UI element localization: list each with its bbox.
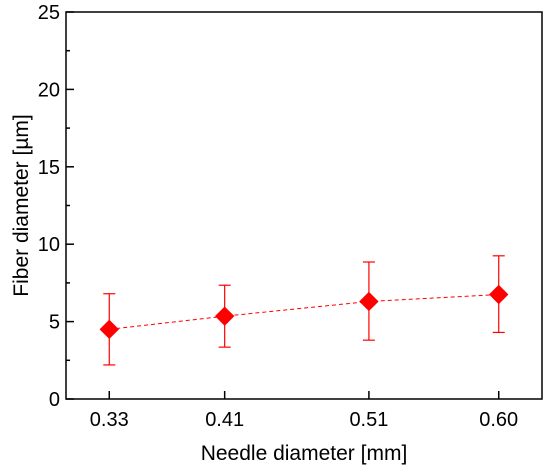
- y-tick-label: 25: [38, 2, 60, 24]
- y-tick-label: 20: [38, 79, 60, 101]
- data-point: [99, 319, 119, 340]
- x-tick-label: 0.51: [349, 409, 388, 431]
- x-tick-label: 0.60: [479, 409, 518, 431]
- data-point: [359, 291, 379, 312]
- data-point: [214, 306, 235, 326]
- x-tick-label: 0.33: [90, 409, 129, 431]
- y-axis-title: Fiber diameter [µm]: [10, 114, 33, 296]
- data-point: [489, 284, 509, 305]
- y-axis-ticks: 0 5 10 15 20 25: [38, 2, 74, 411]
- x-tick-label: 0.41: [205, 409, 244, 431]
- data-series: [99, 255, 509, 366]
- y-tick-label: 5: [49, 312, 60, 334]
- y-tick-label: 15: [38, 157, 60, 179]
- x-axis-ticks: 0.33 0.41 0.51 0.60: [90, 391, 518, 431]
- y-tick-label: 0: [49, 389, 60, 411]
- plot-frame: [65, 11, 543, 400]
- y-tick-label: 10: [38, 234, 60, 256]
- series-dashed-line: [109, 294, 499, 330]
- x-axis-title: Needle diameter [mm]: [201, 442, 408, 465]
